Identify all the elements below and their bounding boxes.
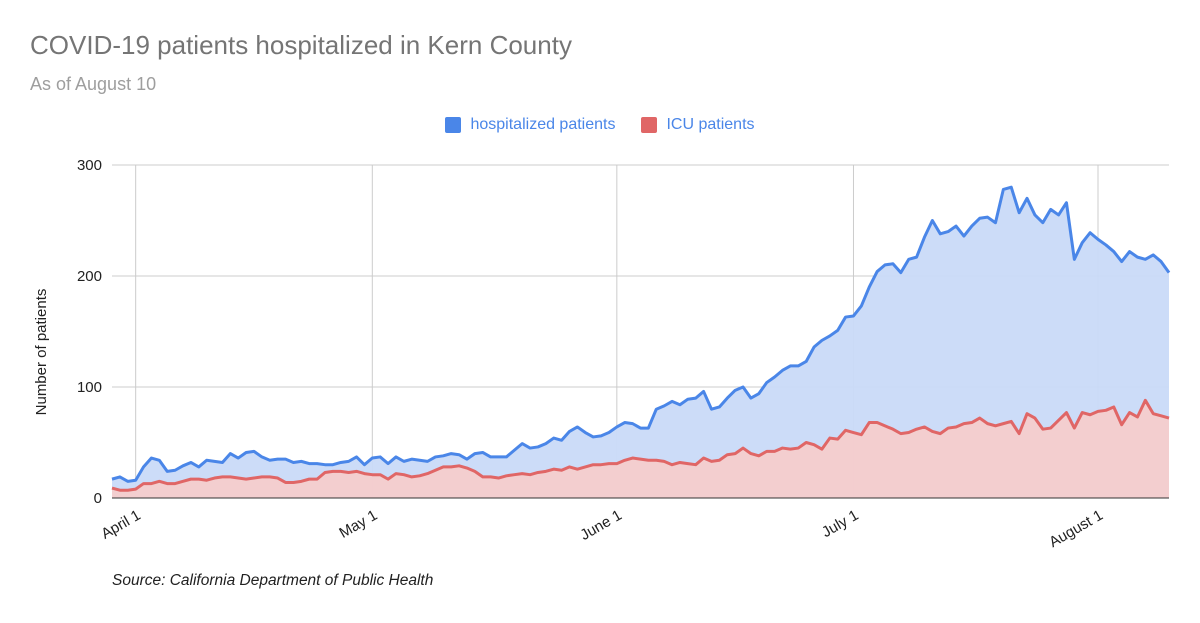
series-lines xyxy=(111,185,1171,492)
x-tick-label: June 1 xyxy=(577,507,625,544)
chart-subtitle: As of August 10 xyxy=(30,74,157,94)
y-axis-label: Number of patients xyxy=(33,289,50,416)
y-tick-label: 200 xyxy=(77,268,102,285)
legend-swatch-hospitalized xyxy=(445,117,462,133)
source-note: Source: California Department of Public … xyxy=(112,572,434,589)
x-tick-label: April 1 xyxy=(98,507,143,543)
y-tick-label: 300 xyxy=(77,157,102,174)
line-icu xyxy=(111,398,1170,492)
x-tick-label: May 1 xyxy=(336,507,380,542)
chart-legend: hospitalized patients ICU patients xyxy=(0,116,1200,134)
legend-item-hospitalized: hospitalized patients xyxy=(445,116,615,134)
x-tick-label: July 1 xyxy=(819,507,861,541)
chart-title: COVID-19 patients hospitalized in Kern C… xyxy=(30,30,572,60)
legend-swatch-icu xyxy=(641,117,658,133)
legend-label-icu: ICU patients xyxy=(666,116,755,133)
x-tick-label: August 1 xyxy=(1046,507,1106,551)
y-tick-label: 100 xyxy=(77,379,102,396)
y-tick-label: 0 xyxy=(94,490,102,507)
legend-label-hospitalized: hospitalized patients xyxy=(470,116,616,133)
legend-item-icu: ICU patients xyxy=(641,116,755,134)
area-icu xyxy=(112,400,1169,498)
area-hospitalized xyxy=(112,187,1169,498)
line-hospitalized xyxy=(111,185,1171,483)
series-areas xyxy=(112,187,1169,498)
